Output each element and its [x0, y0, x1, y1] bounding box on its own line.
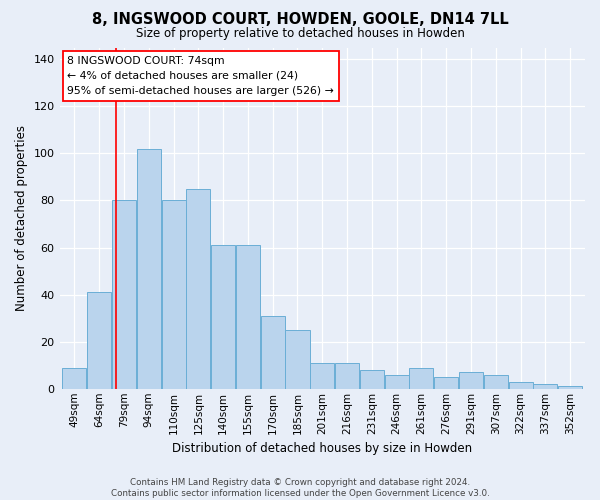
Bar [62, 368, 86, 389]
Bar [310, 363, 334, 389]
Text: Size of property relative to detached houses in Howden: Size of property relative to detached ho… [136, 28, 464, 40]
Text: 8, INGSWOOD COURT, HOWDEN, GOOLE, DN14 7LL: 8, INGSWOOD COURT, HOWDEN, GOOLE, DN14 7… [92, 12, 508, 28]
Bar [459, 372, 483, 389]
Bar [385, 374, 409, 389]
Bar [286, 330, 310, 389]
Y-axis label: Number of detached properties: Number of detached properties [15, 125, 28, 311]
Text: Contains HM Land Registry data © Crown copyright and database right 2024.
Contai: Contains HM Land Registry data © Crown c… [110, 478, 490, 498]
Bar [137, 148, 161, 389]
Bar [434, 377, 458, 389]
Bar [558, 386, 582, 389]
X-axis label: Distribution of detached houses by size in Howden: Distribution of detached houses by size … [172, 442, 472, 455]
Bar [409, 368, 433, 389]
Bar [112, 200, 136, 389]
Bar [509, 382, 533, 389]
Bar [211, 245, 235, 389]
Bar [360, 370, 384, 389]
Text: 8 INGSWOOD COURT: 74sqm
← 4% of detached houses are smaller (24)
95% of semi-det: 8 INGSWOOD COURT: 74sqm ← 4% of detached… [67, 56, 334, 96]
Bar [161, 200, 185, 389]
Bar [236, 245, 260, 389]
Bar [335, 363, 359, 389]
Bar [260, 316, 285, 389]
Bar [533, 384, 557, 389]
Bar [187, 188, 211, 389]
Bar [484, 374, 508, 389]
Bar [87, 292, 111, 389]
